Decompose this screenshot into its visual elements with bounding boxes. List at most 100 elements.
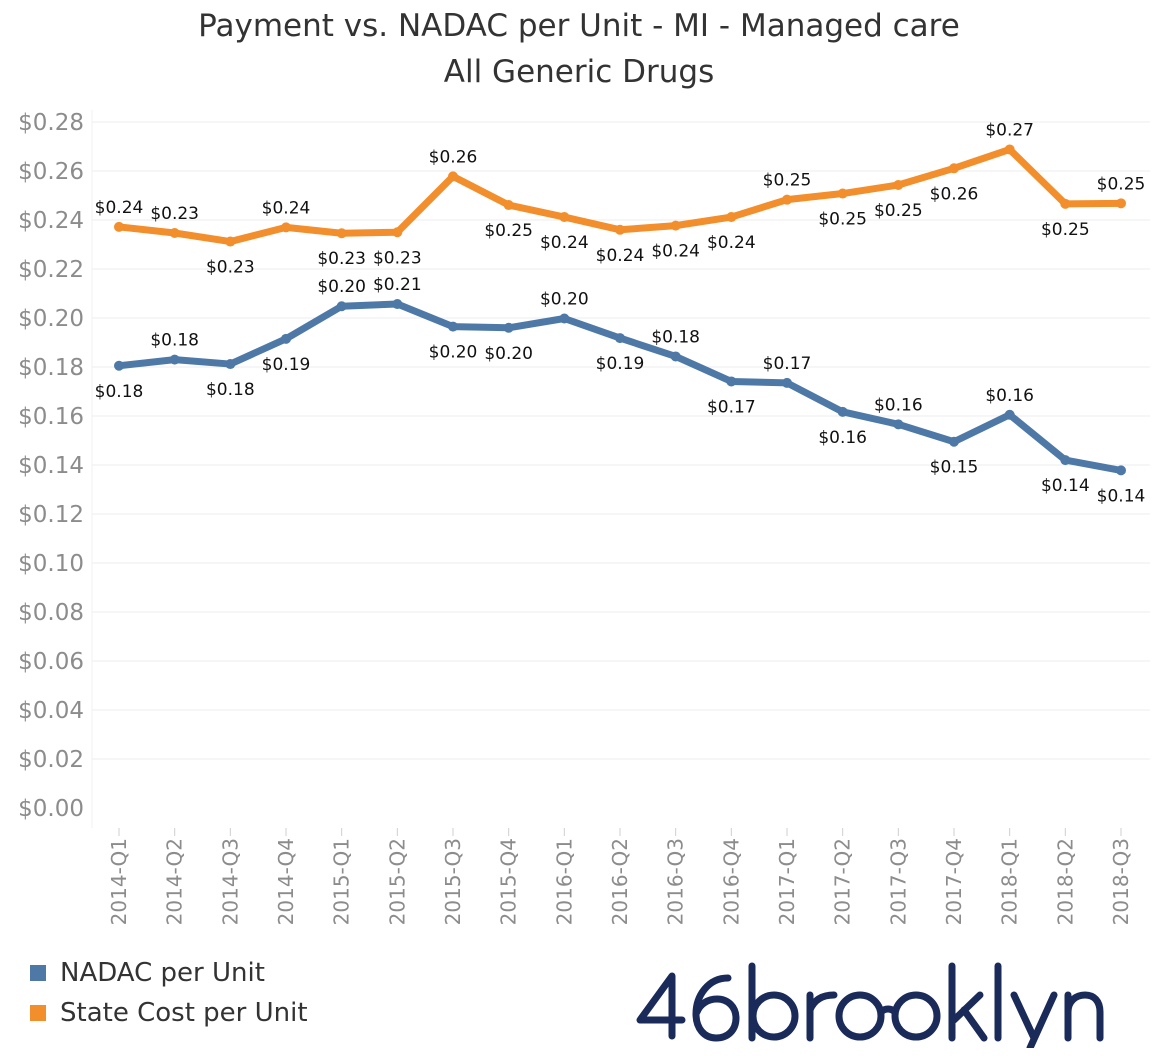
legend-swatch-state-cost: [30, 1005, 46, 1021]
legend-label-nadac: NADAC per Unit: [60, 958, 265, 988]
legend-item-nadac: NADAC per Unit: [30, 958, 265, 988]
data-label: $0.18: [150, 331, 199, 351]
chart-title: Payment vs. NADAC per Unit - MI - Manage…: [198, 8, 960, 44]
x-tick-label: 2015-Q2: [385, 838, 409, 925]
data-label: $0.25: [818, 210, 867, 230]
x-tick-label: 2016-Q1: [552, 838, 576, 925]
data-point: [336, 228, 347, 239]
data-label: $0.24: [596, 246, 645, 266]
x-tick-label: 2018-Q2: [1053, 838, 1077, 925]
data-point: [336, 301, 347, 312]
y-tick-label: $0.18: [18, 355, 84, 381]
data-label: $0.24: [707, 233, 756, 253]
legend-swatch-nadac: [30, 965, 46, 981]
data-point: [448, 321, 458, 332]
data-point: [225, 236, 236, 247]
data-point: [169, 354, 180, 365]
y-tick-label: $0.04: [18, 698, 84, 724]
x-tick-label: 2014-Q3: [218, 838, 242, 925]
y-tick-label: $0.14: [18, 453, 84, 479]
data-label: $0.20: [484, 344, 533, 364]
x-tick-label: 2016-Q4: [719, 838, 743, 925]
data-point: [559, 313, 570, 324]
data-label: $0.25: [763, 171, 812, 191]
data-label: $0.19: [262, 355, 311, 375]
x-tick-label: 2015-Q3: [441, 838, 465, 925]
data-point: [1060, 198, 1071, 209]
legend-label-state-cost: State Cost per Unit: [60, 998, 308, 1028]
data-label: $0.17: [763, 354, 812, 374]
x-tick-label: 2018-Q1: [998, 838, 1022, 925]
data-label: $0.27: [985, 120, 1034, 140]
data-point: [503, 322, 514, 333]
data-label: $0.26: [429, 147, 478, 167]
x-tick-label: 2017-Q1: [775, 838, 799, 925]
data-point: [281, 222, 291, 233]
data-label: $0.20: [540, 289, 589, 309]
data-point: [1004, 144, 1015, 155]
data-label: $0.17: [707, 397, 756, 417]
data-point: [837, 406, 848, 417]
data-label: $0.21: [373, 275, 422, 295]
y-tick-label: $0.00: [18, 796, 84, 822]
data-label: $0.20: [317, 277, 366, 297]
data-point: [169, 227, 180, 238]
data-point: [225, 359, 236, 370]
y-tick-label: $0.02: [18, 747, 84, 773]
y-tick-label: $0.12: [18, 502, 84, 528]
data-label: $0.15: [930, 458, 979, 478]
series-line-0: [115, 300, 1125, 474]
data-label: $0.16: [985, 386, 1034, 406]
y-tick-label: $0.08: [18, 600, 84, 626]
y-tick-label: $0.16: [18, 404, 84, 430]
data-label: $0.14: [1041, 476, 1090, 496]
chart-subtitle: All Generic Drugs: [443, 54, 715, 90]
y-tick-label: $0.10: [18, 551, 84, 577]
data-point: [670, 220, 681, 231]
data-label: $0.24: [95, 198, 144, 218]
data-label: $0.23: [206, 258, 255, 278]
data-label: $0.18: [206, 380, 255, 400]
data-point: [1116, 198, 1126, 209]
data-point: [726, 212, 737, 223]
y-tick-label: $0.26: [18, 159, 84, 185]
y-tick-label: $0.06: [18, 649, 84, 675]
y-tick-label: $0.28: [18, 110, 84, 136]
y-tick-label: $0.20: [18, 306, 84, 332]
data-label: $0.23: [150, 204, 199, 224]
x-tick-label: 2015-Q1: [330, 838, 354, 925]
data-point: [1060, 455, 1071, 466]
data-label: $0.25: [874, 201, 923, 221]
y-tick-label: $0.24: [18, 208, 84, 234]
data-point: [893, 179, 904, 190]
x-tick-label: 2014-Q1: [107, 838, 131, 925]
data-point: [392, 227, 403, 238]
data-point: [837, 188, 848, 199]
data-point: [448, 171, 458, 182]
x-tick-label: 2015-Q4: [497, 838, 521, 925]
x-tick-label: 2017-Q2: [831, 838, 855, 925]
line-chart: $0.00 $0.02 $0.04 $0.06 $0.08 $0.10 $0.12 $0.14…: [18, 110, 1150, 925]
data-label: $0.18: [95, 382, 144, 402]
x-tick-label: 2016-Q2: [608, 838, 632, 925]
data-label: $0.23: [373, 248, 422, 268]
data-point: [615, 333, 625, 344]
data-point: [670, 351, 681, 362]
brand-logo: [636, 962, 1104, 1048]
data-point: [782, 377, 792, 388]
x-tick-label: 2017-Q3: [886, 838, 910, 925]
data-label: $0.24: [540, 233, 589, 253]
data-point: [615, 224, 625, 235]
data-label: $0.16: [818, 428, 867, 448]
data-point: [949, 163, 959, 174]
data-label: $0.14: [1097, 486, 1146, 506]
data-point: [559, 212, 570, 223]
data-point: [1116, 465, 1126, 476]
data-label: $0.23: [317, 249, 366, 269]
data-point: [726, 376, 737, 387]
x-tick-label: 2018-Q3: [1109, 838, 1133, 925]
x-tick-label: 2017-Q4: [942, 838, 966, 925]
x-tick-label: 2016-Q3: [664, 838, 688, 925]
data-point: [782, 194, 792, 205]
data-label: $0.16: [874, 395, 923, 415]
